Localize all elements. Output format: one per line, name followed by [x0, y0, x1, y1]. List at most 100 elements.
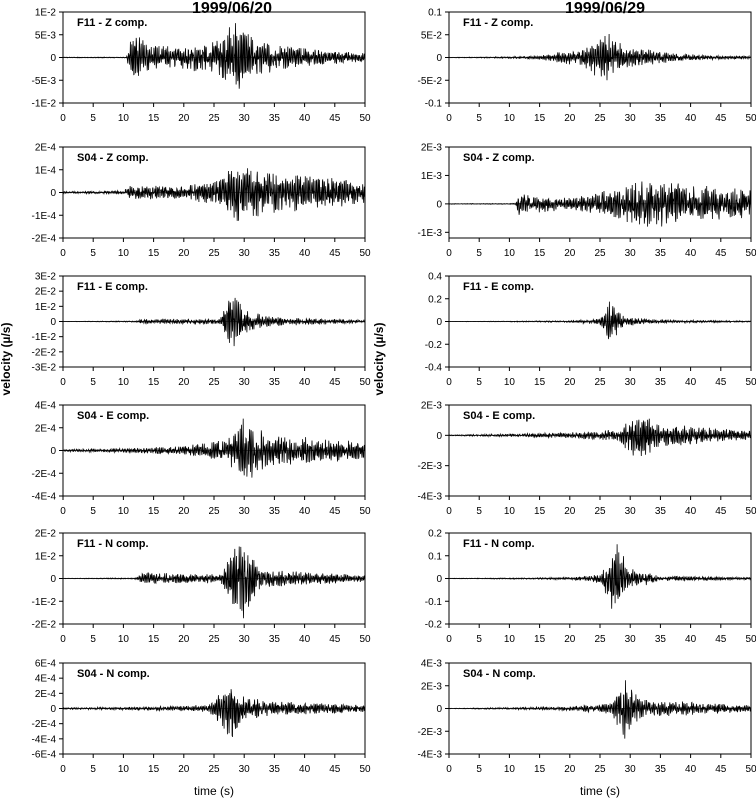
panel-left-2-label: S04 - Z comp. — [77, 152, 149, 164]
panel-right-2-xtick-label-6: 30 — [625, 248, 637, 259]
panel-right-6-xtick-label-0: 0 — [446, 764, 452, 775]
panel-left-2-xtick-label-3: 15 — [148, 248, 160, 259]
panel-left-3-label: F11 - E comp. — [77, 281, 148, 293]
panel-left-4-xtick-label-1: 5 — [90, 506, 96, 517]
panel-left-1-xtick-label-1: 5 — [90, 113, 96, 124]
panel-left-6-xtick-label-8: 40 — [299, 764, 311, 775]
panel-left-5-waveform — [63, 546, 366, 619]
panel-right-5-xtick-label-4: 20 — [564, 634, 576, 645]
panel-left-4-xtick-label-4: 20 — [178, 506, 190, 517]
panel-right-5-xtick-label-8: 40 — [685, 634, 697, 645]
panel-right-6-xtick-label-2: 10 — [504, 764, 516, 775]
panel-left-5-xtick-label-5: 25 — [208, 634, 220, 645]
panel-right-2-xtick-label-1: 5 — [476, 248, 482, 259]
panel-right-2-xtick-label-10: 50 — [745, 248, 756, 259]
panel-left-6-waveform — [62, 689, 366, 738]
panel-left-3-ytick-label-1: 2E-2 — [35, 287, 57, 298]
panel-right-3-xtick-label-5: 25 — [594, 377, 606, 388]
panel-right-1-ytick-label-1: 5E-2 — [421, 30, 443, 41]
panel-left-3-xtick-label-9: 45 — [329, 377, 341, 388]
panel-right-2-xtick-label-8: 40 — [685, 248, 697, 259]
panel-left-4-xtick-label-0: 0 — [60, 506, 66, 517]
panel-right-2-xtick-label-5: 25 — [594, 248, 606, 259]
panel-left-4-xtick-label-3: 15 — [148, 506, 160, 517]
panel-left-3-waveform — [62, 297, 366, 347]
panel-right-2-xtick-label-0: 0 — [446, 248, 452, 259]
panel-left-1-ytick-label-3: -5E-3 — [32, 76, 57, 87]
panel-right-5-xtick-label-1: 5 — [476, 634, 482, 645]
panel-left-6-xtick-label-6: 30 — [239, 764, 251, 775]
panel-left-3-ytick-label-5: -2E-2 — [32, 347, 57, 358]
panel-left-6-xtick-label-1: 5 — [90, 764, 96, 775]
panel-right-4-ytick-label-2: -2E-3 — [418, 461, 443, 472]
panel-right-5-xtick-label-9: 45 — [715, 634, 727, 645]
panel-right-4-xtick-label-0: 0 — [446, 506, 452, 517]
panel-left-1-xtick-label-2: 10 — [118, 113, 130, 124]
panel-left-2-xtick-label-10: 50 — [359, 248, 371, 259]
panel-right-5-xtick-label-2: 10 — [504, 634, 516, 645]
panel-right-6-ytick-label-3: -2E-3 — [418, 727, 443, 738]
panel-left-6-xtick-label-0: 0 — [60, 764, 66, 775]
panel-right-2-ytick-label-0: 2E-3 — [421, 143, 443, 154]
panel-left-2-xtick-label-9: 45 — [329, 248, 341, 259]
panel-right-5-waveform — [448, 544, 751, 609]
panel-left-2-xtick-label-0: 0 — [60, 248, 66, 259]
left-column-title: 1999/06/20 — [191, 0, 273, 17]
panel-left-1-xtick-label-4: 20 — [178, 113, 190, 124]
panel-left-2-xtick-label-7: 35 — [269, 248, 281, 259]
panel-left-6-xtick-label-7: 35 — [269, 764, 281, 775]
panel-right-1-xtick-label-10: 50 — [745, 113, 756, 124]
panel-right-2-xtick-label-9: 45 — [715, 248, 727, 259]
panel-left-2-ytick-label-2: 0 — [50, 188, 56, 199]
panel-right-6-xtick-label-1: 5 — [476, 764, 482, 775]
panel-right-4-ytick-label-3: -4E-3 — [418, 492, 443, 503]
panel-right-4-xtick-label-5: 25 — [594, 506, 606, 517]
panel-right-3-xtick-label-7: 35 — [655, 377, 667, 388]
panel-right-2-ytick-label-3: -1E-3 — [418, 228, 443, 239]
panel-left-3-xtick-label-2: 10 — [118, 377, 130, 388]
panel-left-2-ytick-label-3: -1E-4 — [32, 211, 57, 222]
panel-left-4-xtick-label-2: 10 — [118, 506, 130, 517]
panel-left-6-ytick-label-5: -4E-4 — [32, 734, 57, 745]
panel-right-6-ytick-label-4: -4E-3 — [418, 750, 443, 761]
panel-right-1-label: F11 - Z comp. — [463, 17, 533, 29]
panel-right-3-ytick-label-4: -0.4 — [425, 363, 443, 374]
panel-left-1-ytick-label-1: 5E-3 — [35, 30, 57, 41]
panel-left-3-xtick-label-7: 35 — [269, 377, 281, 388]
panel-left-1-label: F11 - Z comp. — [77, 17, 147, 29]
panel-right-2-ytick-label-1: 1E-3 — [421, 171, 443, 182]
panel-right-1-xtick-label-4: 20 — [564, 113, 576, 124]
panel-left-6-xtick-label-10: 50 — [359, 764, 371, 775]
panel-left-3-ytick-label-2: 1E-2 — [35, 302, 57, 313]
panel-right-3-ytick-label-0: 0.4 — [428, 272, 442, 283]
panel-right-4-xtick-label-6: 30 — [625, 506, 637, 517]
panel-right-5-xtick-label-5: 25 — [594, 634, 606, 645]
panel-left-4-ytick-label-2: 0 — [50, 446, 56, 457]
panel-right-3-xtick-label-9: 45 — [715, 377, 727, 388]
panel-right-5-label: F11 - N comp. — [463, 538, 535, 550]
panel-right-6-ytick-label-0: 4E-3 — [421, 659, 443, 670]
panel-right-3-xtick-label-1: 5 — [476, 377, 482, 388]
panel-left-4-waveform — [62, 418, 366, 478]
panel-left-5-xtick-label-7: 35 — [269, 634, 281, 645]
panel-left-6-ytick-label-2: 2E-4 — [35, 689, 57, 700]
panel-left-3-ytick-label-4: -1E-2 — [32, 332, 57, 343]
panel-right-4-xtick-label-8: 40 — [685, 506, 697, 517]
panel-right-2-xtick-label-3: 15 — [534, 248, 546, 259]
panel-left-4-xtick-label-5: 25 — [208, 506, 220, 517]
panel-left-2-xtick-label-2: 10 — [118, 248, 130, 259]
panel-left-4-xtick-label-6: 30 — [239, 506, 251, 517]
panel-right-1-ytick-label-2: 0 — [436, 53, 442, 64]
panel-left-6-xtick-label-9: 45 — [329, 764, 341, 775]
panel-right-4-label: S04 - E comp. — [463, 410, 535, 422]
panel-left-4-ytick-label-4: -4E-4 — [32, 492, 57, 503]
panel-right-3-xtick-label-8: 40 — [685, 377, 697, 388]
panel-right-1-xtick-label-6: 30 — [625, 113, 637, 124]
panel-right-3-xtick-label-0: 0 — [446, 377, 452, 388]
panel-left-3-ytick-label-6: -3E-2 — [32, 363, 57, 374]
panel-left-5-ytick-label-3: -1E-2 — [32, 597, 57, 608]
panel-right-5-xtick-label-10: 50 — [745, 634, 756, 645]
panel-right-5-xtick-label-6: 30 — [625, 634, 637, 645]
right-x-axis-label: time (s) — [580, 784, 620, 798]
